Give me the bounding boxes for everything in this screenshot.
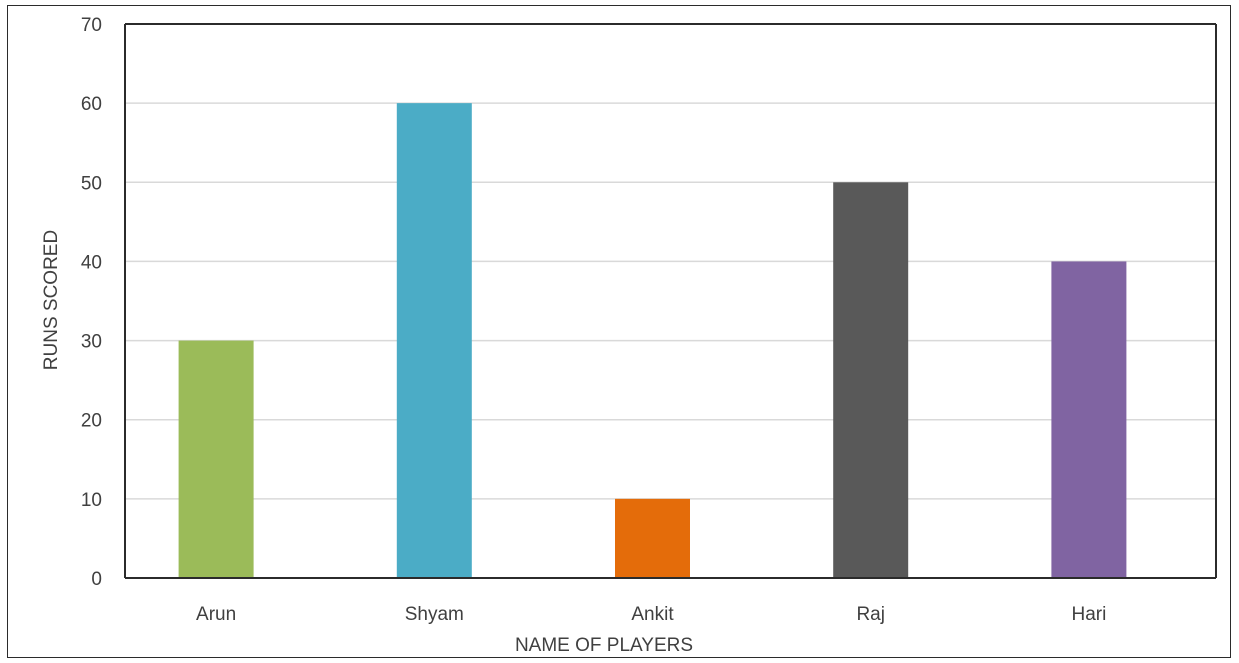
gridlines [125,102,1216,500]
x-tick-label: Arun [196,604,236,625]
bar-shyam [396,103,472,579]
y-tick-label: 0 [91,569,102,590]
bars [178,103,1127,579]
x-tick-label: Hari [1071,604,1106,625]
x-tick-label: Shyam [405,604,464,625]
bar-arun [178,340,254,578]
x-tick-label: Ankit [631,604,674,625]
y-tick-label: 40 [81,252,102,273]
y-tick-label: 60 [81,94,102,115]
y-tick-label: 10 [81,490,102,511]
x-tick-label: Raj [856,604,885,625]
y-tick-label: 50 [81,173,102,194]
axes [124,23,1217,579]
bar-raj [833,182,909,579]
y-tick-label: 30 [81,332,102,353]
y-tick-label: 70 [81,15,102,36]
bar-hari [1051,261,1127,578]
y-tick-labels: 0 10 20 30 40 50 60 70 [81,15,102,590]
x-tick-labels: Arun Shyam Ankit Raj Hari [196,604,1106,625]
x-axis-title: NAME OF PLAYERS [515,635,693,656]
y-axis-title: RUNS SCORED [41,230,62,370]
bar-ankit [615,498,690,578]
y-tick-label: 20 [81,411,102,432]
